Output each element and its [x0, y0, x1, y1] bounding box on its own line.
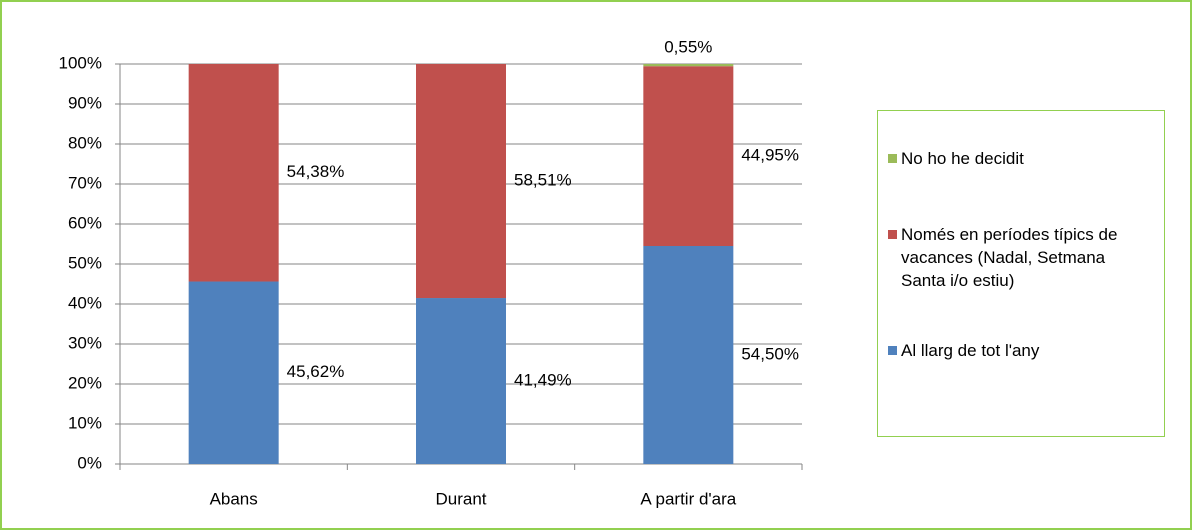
y-tick-label: 10%	[68, 413, 102, 432]
value-label: 44,95%	[741, 146, 799, 165]
value-label: 54,38%	[287, 162, 345, 181]
bar-segment	[643, 246, 734, 464]
legend-entry: Al llarg de tot l'any	[888, 339, 1158, 362]
y-tick-label: 60%	[68, 213, 102, 232]
value-label: 54,50%	[741, 344, 799, 363]
value-label: 41,49%	[514, 371, 572, 390]
y-tick-label: 40%	[68, 293, 102, 312]
x-tick-label: Abans	[210, 489, 258, 508]
bar-segment	[643, 66, 734, 246]
y-tick-label: 50%	[68, 253, 102, 272]
legend-entry: Només en períodes típics de vacances (Na…	[888, 223, 1158, 292]
y-tick-label: 20%	[68, 373, 102, 392]
y-tick-label: 90%	[68, 93, 102, 112]
y-tick-label: 70%	[68, 173, 102, 192]
bar-segment	[643, 64, 734, 67]
legend-swatch	[888, 230, 897, 239]
legend-label: Al llarg de tot l'any	[901, 341, 1040, 360]
bar-segment	[188, 281, 279, 464]
x-tick-label: Durant	[435, 489, 486, 508]
legend: Al llarg de tot l'any Només en períodes t…	[877, 110, 1165, 437]
legend-swatch	[888, 346, 897, 355]
bar-segment	[188, 64, 279, 282]
x-tick-label: A partir d'ara	[640, 489, 736, 508]
value-label: 0,55%	[664, 37, 712, 56]
bar-segment	[416, 64, 506, 299]
bar-segment	[416, 298, 506, 464]
value-label: 58,51%	[514, 171, 572, 190]
legend-entry: No ho he decidit	[888, 147, 1158, 170]
y-tick-label: 80%	[68, 133, 102, 152]
value-label: 45,62%	[287, 362, 345, 381]
y-tick-label: 30%	[68, 333, 102, 352]
legend-swatch	[888, 154, 897, 163]
y-tick-label: 100%	[59, 53, 102, 72]
legend-label: Només en períodes típics de vacances (Na…	[901, 225, 1118, 290]
y-tick-label: 0%	[77, 453, 102, 472]
legend-label: No ho he decidit	[901, 149, 1024, 168]
